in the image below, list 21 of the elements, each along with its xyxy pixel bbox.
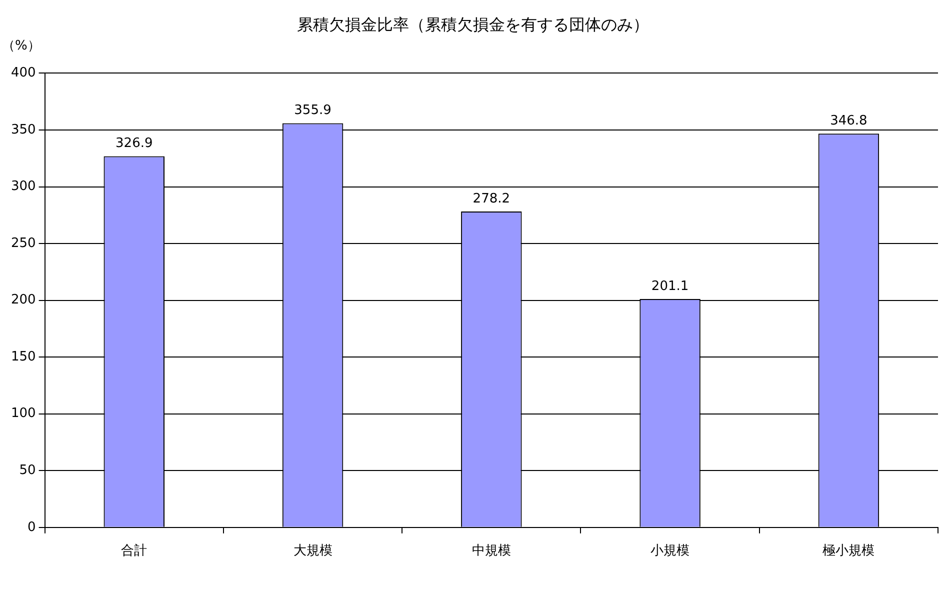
x-tick-label: 小規模 [650,544,690,559]
y-tick-label: 0 [28,520,36,535]
y-tick-label: 300 [10,179,36,194]
x-tick-label: 大規模 [293,544,332,559]
data-label: 326.9 [116,136,153,152]
y-tick-label: 200 [10,292,36,308]
y-axis-title: （%） [2,38,40,54]
y-tick-label: 250 [10,236,36,251]
y-tick-label: 100 [10,406,36,422]
data-label: 355.9 [294,103,332,118]
x-tick-label: 極小規模 [822,544,875,559]
data-label: 278.2 [472,191,510,206]
y-tick-label: 150 [10,349,36,364]
data-label: 201.1 [651,278,689,294]
chart-title: 累積欠損金比率（累積欠損金を有する団体のみ） [297,14,649,34]
x-tick-label: 合計 [121,544,148,559]
data-label: 346.8 [830,113,868,128]
y-tick-label: 50 [19,463,36,478]
y-tick-label: 350 [10,122,36,138]
x-tick-label: 中規模 [472,544,511,559]
y-tick-label: 400 [10,66,36,81]
